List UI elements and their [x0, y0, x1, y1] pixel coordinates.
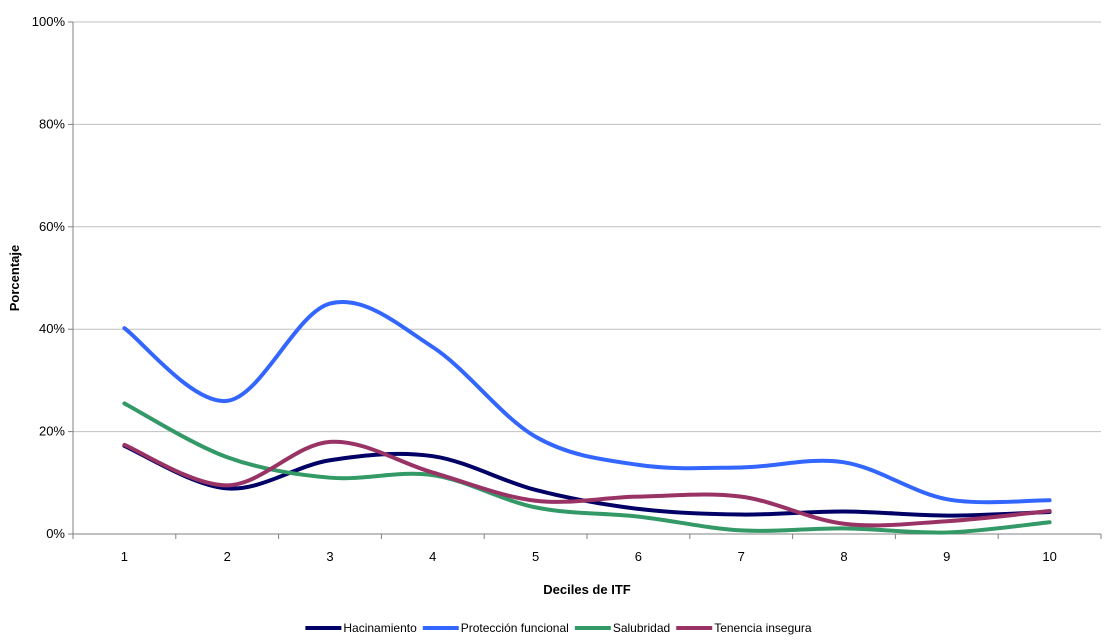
x-tick-label: 9: [943, 549, 950, 564]
x-tick-label: 10: [1042, 549, 1056, 564]
y-axis-title: Porcentaje: [7, 245, 22, 311]
gridlines: [73, 21, 1101, 433]
legend: Hacinamiento Protección funcional Salubrid…: [305, 621, 812, 635]
series-line-salubridad: [122, 401, 1052, 535]
series-lines: [122, 300, 1052, 535]
y-tick-label: 20%: [39, 424, 65, 439]
y-tick-label: 100%: [32, 14, 66, 29]
x-axis: 1 2 3 4 5 6 7 8 9 10: [72, 533, 1102, 564]
x-tick-label: 8: [840, 549, 847, 564]
y-tick-label: 80%: [39, 116, 65, 131]
legend-label-tenencia-insegura: Tenencia insegura: [714, 621, 812, 635]
x-tick-label: 4: [429, 549, 436, 564]
legend-label-hacinamiento: Hacinamiento: [343, 621, 417, 635]
series-line-proteccion-funcional: [122, 300, 1052, 505]
y-tick-label: 0%: [46, 526, 65, 541]
x-tick-label: 7: [738, 549, 745, 564]
x-tick-label: 1: [121, 549, 128, 564]
y-tick-label: 60%: [39, 219, 65, 234]
x-tick-label: 3: [326, 549, 333, 564]
series-line-tenencia-insegura: [122, 439, 1052, 528]
x-tick-label: 6: [635, 549, 642, 564]
y-tick-label: 40%: [39, 321, 65, 336]
x-tick-label: 2: [224, 549, 231, 564]
x-axis-title: Deciles de ITF: [543, 582, 630, 597]
x-tick-label: 5: [532, 549, 539, 564]
y-axis: 0% 20% 40% 60% 80% 100%: [32, 14, 74, 541]
legend-label-proteccion-funcional: Protección funcional: [461, 621, 569, 635]
legend-label-salubridad: Salubridad: [613, 621, 670, 635]
